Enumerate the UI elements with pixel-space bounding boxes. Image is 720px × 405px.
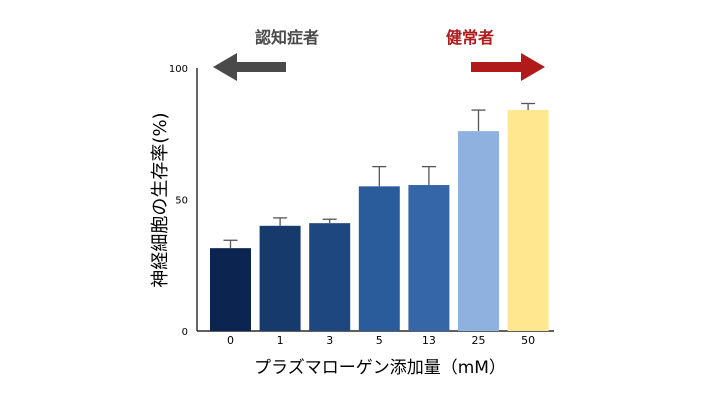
bar [408,185,450,331]
x-axis-label: プラズマローゲン添加量（mM） [254,358,506,378]
y-tick-label: 100 [169,64,188,75]
left-arrow-icon [213,53,286,81]
left-arrow-label: 認知症者 [255,28,319,47]
bar [458,131,499,331]
y-tick-label: 50 [175,196,188,207]
bar [309,223,351,331]
x-tick-label: 50 [521,334,535,347]
x-tick-label: 3 [326,334,333,347]
bars [210,102,549,331]
bar [259,225,301,331]
y-tick-labels: 0 50 100 [169,64,188,338]
bar [358,186,400,331]
bar [210,248,251,331]
right-arrow-annotation: 健常者 [446,28,545,81]
x-tick-label: 13 [422,334,436,347]
bar [507,110,549,331]
y-tick-label: 0 [182,327,188,338]
x-tick-label: 25 [472,334,486,347]
x-tick-label: 5 [376,334,383,347]
right-arrow-icon [471,53,545,81]
x-tick-labels: 0 1 3 5 13 25 50 [227,334,535,347]
x-tick-label: 0 [227,334,234,347]
right-arrow-label: 健常者 [446,28,494,47]
y-axis-label: 神経細胞の生存率(%) [150,112,171,287]
left-arrow-annotation: 認知症者 [213,28,319,81]
x-tick-label: 1 [277,334,284,347]
